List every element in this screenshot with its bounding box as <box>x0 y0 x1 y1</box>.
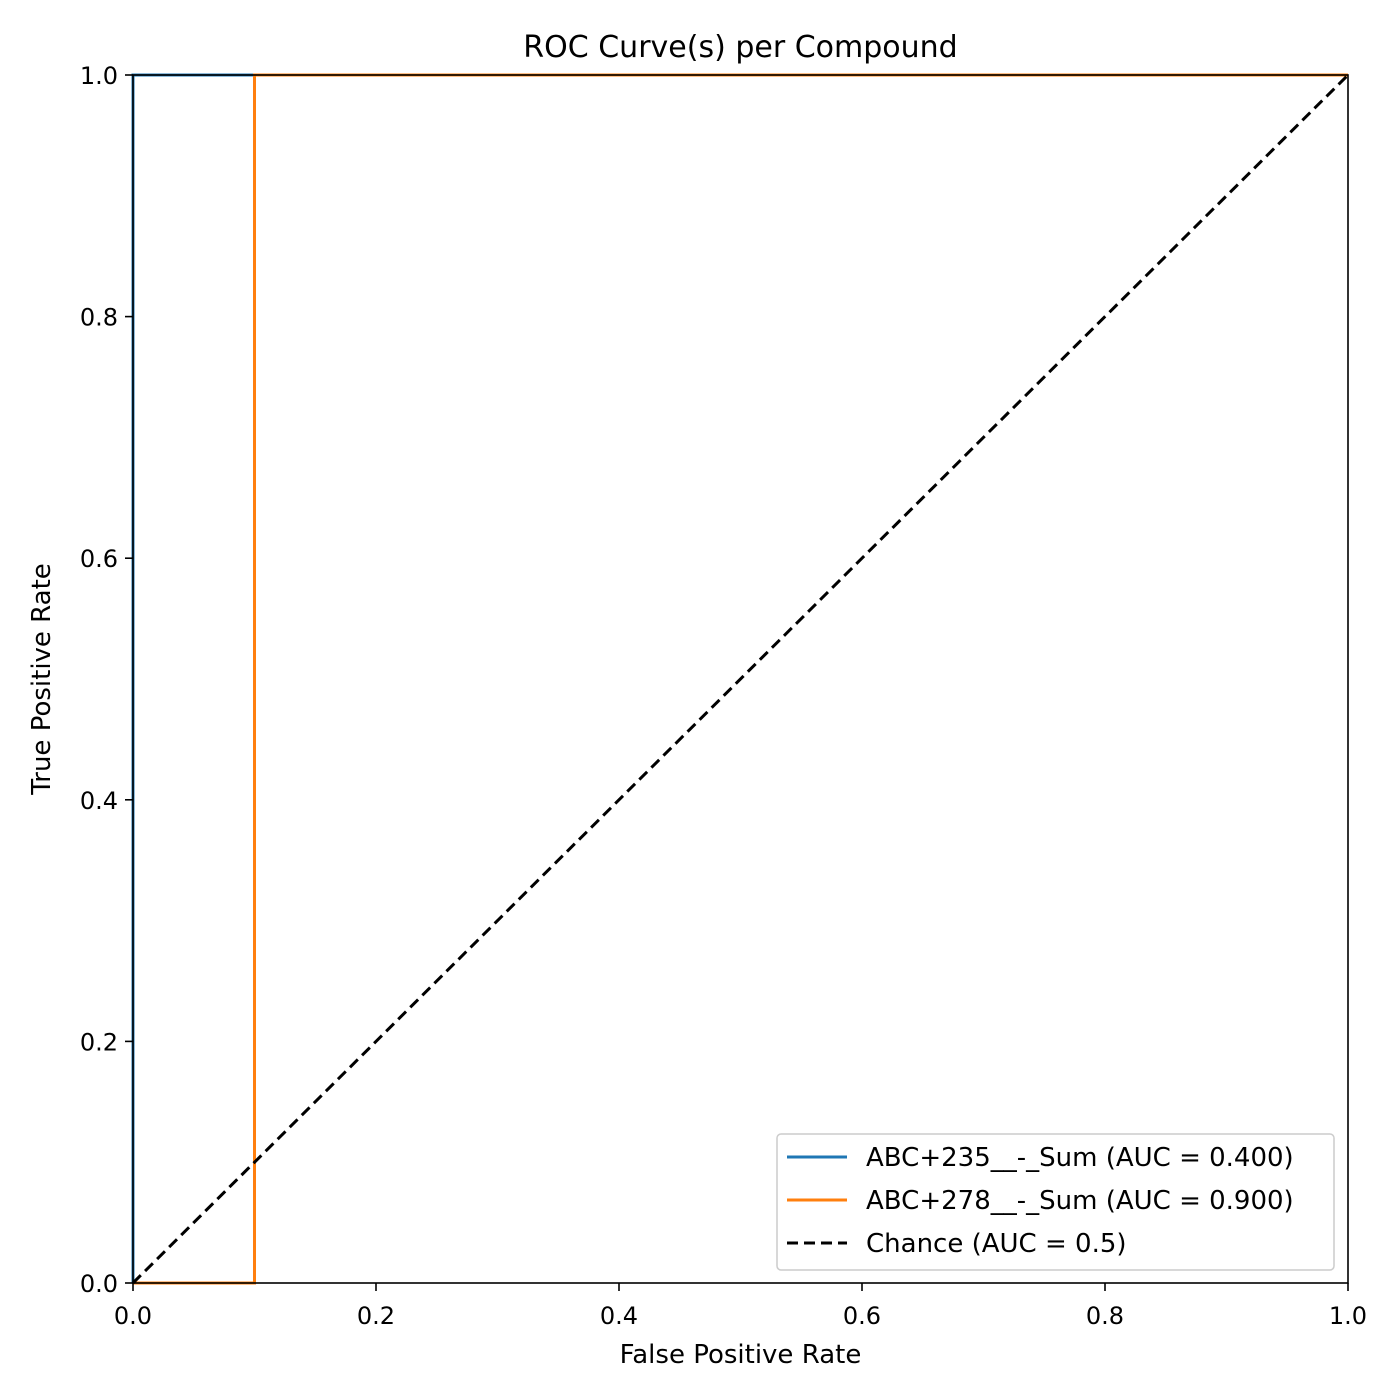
x-axis-label: False Positive Rate <box>620 1340 862 1370</box>
y-tick-label: 1.0 <box>80 62 118 90</box>
x-tick-label: 1.0 <box>1329 1302 1367 1330</box>
x-tick-label: 0.0 <box>114 1302 152 1330</box>
x-tick-label: 0.6 <box>843 1302 881 1330</box>
chart-title: ROC Curve(s) per Compound <box>523 30 957 65</box>
y-tick-label: 0.0 <box>80 1270 118 1298</box>
x-tick-label: 0.8 <box>1086 1302 1124 1330</box>
legend: ABC+235__-_Sum (AUC = 0.400) ABC+278__-_S… <box>776 1133 1335 1271</box>
x-tick-label: 0.2 <box>357 1302 395 1330</box>
y-tick-label: 0.2 <box>80 1028 118 1056</box>
y-axis-ticks: 0.0 0.2 0.4 0.6 0.8 1.0 <box>80 62 133 1298</box>
series-chance-line <box>131 73 1350 1285</box>
y-axis-label: True Positive Rate <box>27 563 57 796</box>
x-axis-ticks: 0.0 0.2 0.4 0.6 0.8 1.0 <box>114 1283 1367 1330</box>
plot-frame <box>132 74 1349 1284</box>
legend-box <box>776 1133 1335 1271</box>
legend-label: Chance (AUC = 0.5) <box>866 1229 1127 1259</box>
x-tick-label: 0.4 <box>600 1302 638 1330</box>
legend-entries: ABC+235__-_Sum (AUC = 0.400) ABC+278__-_S… <box>787 1143 1294 1259</box>
legend-label: ABC+278__-_Sum (AUC = 0.900) <box>866 1186 1294 1216</box>
y-tick-label: 0.8 <box>80 304 118 332</box>
y-tick-label: 0.4 <box>80 787 118 815</box>
legend-label: ABC+235__-_Sum (AUC = 0.400) <box>866 1143 1294 1173</box>
y-tick-label: 0.6 <box>80 545 118 573</box>
